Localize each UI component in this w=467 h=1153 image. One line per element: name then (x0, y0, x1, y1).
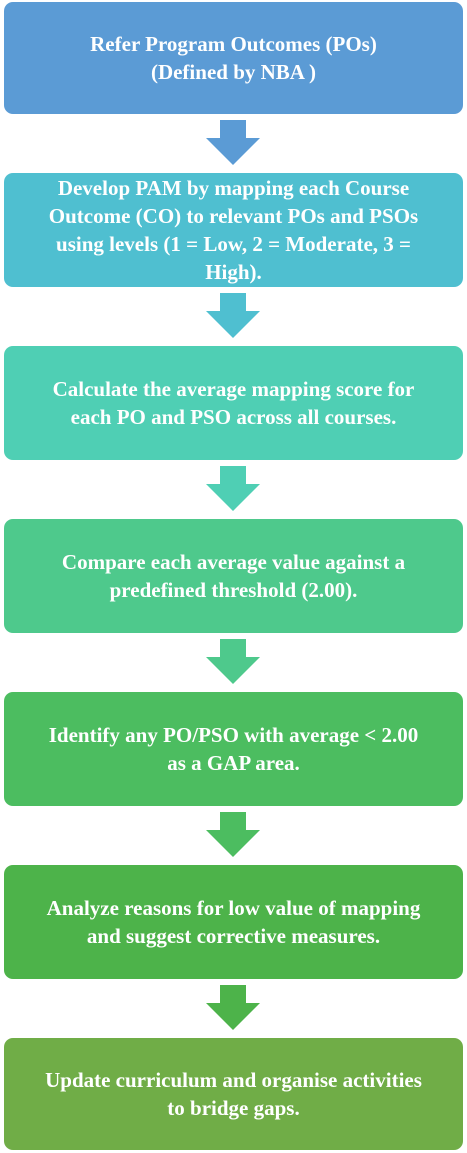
flow-step-text-line: to bridge gaps. (167, 1096, 300, 1120)
flow-step-text-line: High). (205, 260, 262, 284)
flow-step-compare-threshold: Compare each average value against a pre… (4, 519, 463, 633)
flow-step-text-line: Outcome (CO) to relevant POs and PSOs (48, 204, 419, 228)
down-arrow-icon (206, 985, 260, 1030)
flow-step-text-line: Analyze reasons for low value of mapping (46, 896, 421, 920)
down-arrow-icon (206, 812, 260, 857)
down-arrow-icon (206, 466, 260, 511)
flow-step-text-line: Identify any PO/PSO with average < 2.00 (48, 723, 419, 747)
flow-step-text-line: predefined threshold (2.00). (109, 578, 358, 602)
flow-step-text-line: using levels (1 = Low, 2 = Moderate, 3 = (56, 232, 411, 256)
down-arrow-icon (206, 639, 260, 684)
flow-step-text-line: Calculate the average mapping score for (52, 377, 415, 401)
flow-step-text-line: Develop PAM by mapping each Course (57, 176, 410, 200)
flow-step-text-line: (Defined by NBA ) (150, 60, 317, 84)
down-arrow-icon (206, 120, 260, 165)
flow-step-text-line: as a GAP area. (167, 751, 300, 775)
flow-step-text-line: Refer Program Outcomes (POs) (90, 32, 377, 56)
flow-step-refer-program-outcomes: Refer Program Outcomes (POs) (Defined by… (4, 2, 463, 114)
flow-step-text-line: Compare each average value against a (61, 550, 406, 574)
flow-step-update-curriculum: Update curriculum and organise activitie… (4, 1038, 463, 1150)
flow-step-text-line: and suggest corrective measures. (86, 924, 381, 948)
flow-step-text-line: each PO and PSO across all courses. (70, 405, 397, 429)
flow-step-analyze-reasons: Analyze reasons for low value of mapping… (4, 865, 463, 979)
flow-step-identify-gap: Identify any PO/PSO with average < 2.00 … (4, 692, 463, 806)
flow-step-calculate-average: Calculate the average mapping score for … (4, 346, 463, 460)
flow-step-text-line: Update curriculum and organise activitie… (45, 1068, 422, 1092)
flow-step-develop-pam: Develop PAM by mapping each Course Outco… (4, 173, 463, 287)
down-arrow-icon (206, 293, 260, 338)
